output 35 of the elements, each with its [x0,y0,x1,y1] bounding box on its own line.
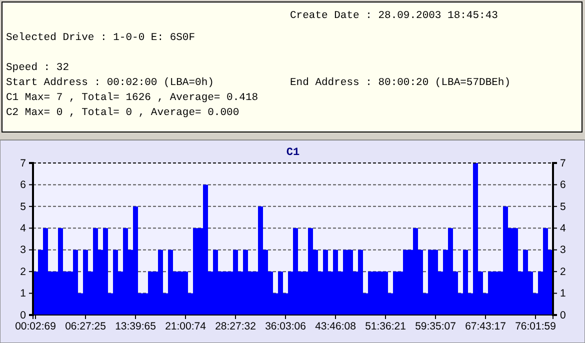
y2-tick-label: 5 [560,200,566,213]
x-tick-label: 43:46:08 [315,320,356,332]
y-tick-label: 4 [20,222,26,235]
y2-tick-label: 6 [560,179,566,192]
x-tick-label: 67:43:17 [465,320,506,332]
y-tick-label: 6 [20,179,26,192]
y-tick-label: 2 [20,266,26,278]
x-tick-label: 21:00:74 [165,320,206,332]
y2-tick-label: 2 [560,266,566,278]
text: Create Date : 28.09.2003 18:45:43 [290,10,498,22]
y-tick-label: 0 [20,309,26,322]
text: Selected Drive : 1-0-0 E: 6S0F [6,32,196,44]
y2-tick-label: 3 [560,244,566,256]
x-tick-label: 13:39:65 [115,320,156,332]
y2-tick-label: 1 [560,288,566,300]
x-tick-label: 00:02:69 [15,320,56,332]
chart-title: C1 [286,147,300,159]
text: Start Address : 00:02:00 (LBA=0h) [6,77,214,89]
x-tick-label: 59:35:07 [415,320,456,332]
y-tick-label: 5 [20,200,26,213]
y2-tick-label: 4 [560,222,566,235]
text: Speed : 32 [6,62,70,74]
y-tick-label: 3 [20,244,26,256]
x-tick-label: 36:03:06 [265,320,306,332]
x-tick-label: 28:27:32 [215,320,256,332]
x-tick-label: 06:27:25 [65,320,106,332]
x-tick-label: 76:01:59 [515,320,556,332]
x-tick-label: 51:36:21 [365,320,406,332]
y2-tick-label: 0 [560,309,566,322]
y2-tick-label: 7 [560,157,566,170]
y-tick-label: 7 [20,157,26,170]
text: End Address : 80:00:20 (LBA=57DBEh) [290,77,511,89]
text: C1 Max= 7 , Total= 1626 , Average= 0.418 [6,92,258,104]
text: C2 Max= 0 , Total= 0 , Average= 0.000 [6,107,240,119]
y-tick-label: 1 [20,288,26,300]
